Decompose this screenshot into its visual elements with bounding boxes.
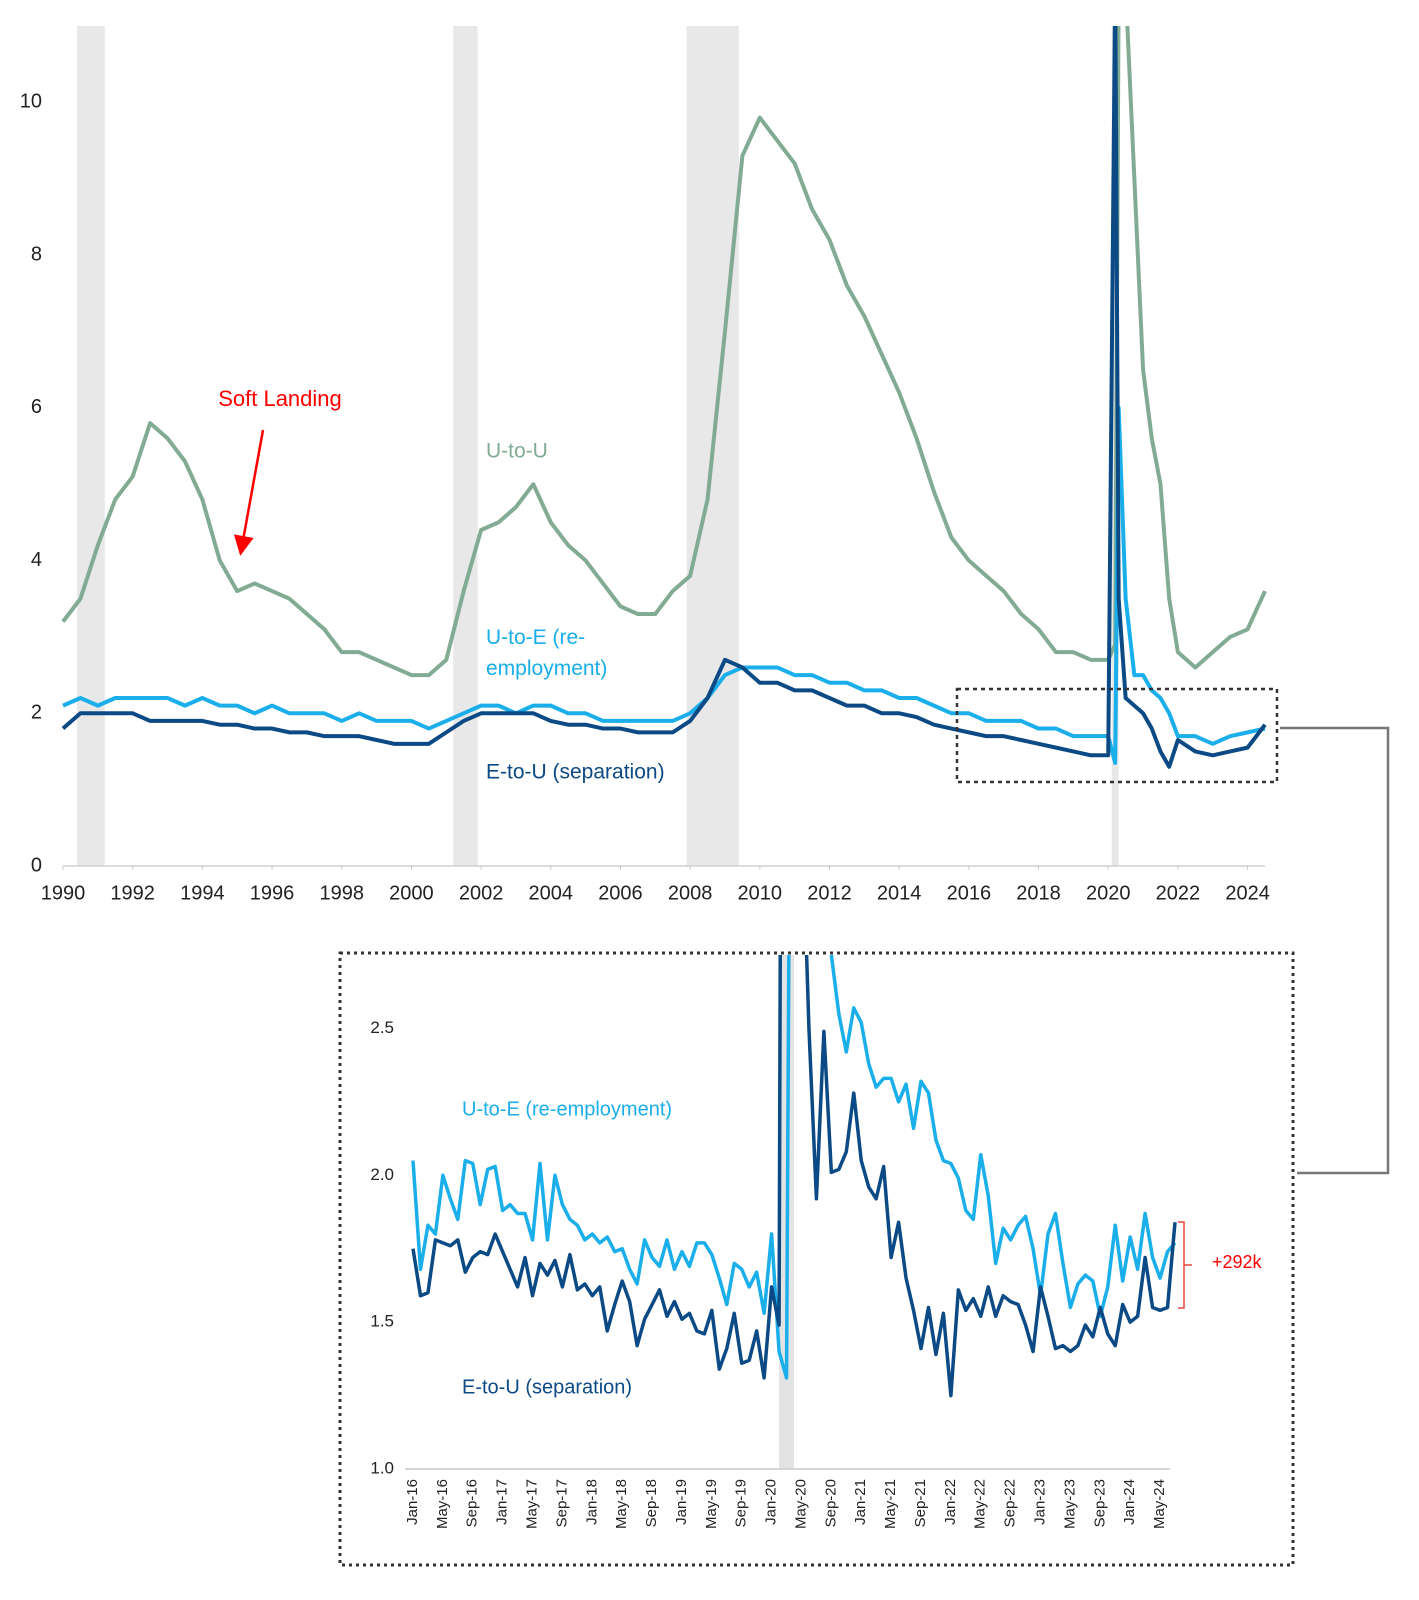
- x-tick-label: Jan-19: [673, 1479, 690, 1525]
- x-tick-label: 1992: [110, 882, 155, 904]
- x-tick-label: Jan-18: [583, 1479, 600, 1525]
- shading-layer: [76, 26, 1119, 1469]
- x-tick-label: May-22: [972, 1479, 989, 1529]
- series-line: [411, 955, 1177, 1398]
- x-tick-label: 2016: [947, 882, 992, 904]
- x-tick-label: Jan-24: [1121, 1479, 1138, 1525]
- x-tick-label: 1996: [250, 882, 295, 904]
- series-label: E-to-U (separation): [486, 761, 665, 784]
- series-label: U-to-U: [486, 440, 548, 463]
- y-tick-label: 1.5: [370, 1312, 394, 1331]
- annotation: +292k: [1212, 1252, 1263, 1272]
- x-tick-label: 1994: [180, 882, 225, 904]
- x-tick-label: 2020: [1086, 882, 1131, 904]
- inset-border: [338, 951, 1295, 1567]
- y-tick-label: 10: [20, 91, 42, 113]
- series-label: U-to-E (re-employment): [486, 626, 608, 680]
- x-tick-label: May-19: [703, 1479, 720, 1529]
- x-tick-label: May-20: [792, 1479, 809, 1529]
- x-tick-label: 2004: [529, 882, 574, 904]
- x-tick-label: Sep-16: [464, 1479, 481, 1527]
- series-label: U-to-E (re-employment): [462, 1098, 672, 1120]
- x-tick-label: May-21: [882, 1479, 899, 1529]
- x-tick-label: 1998: [319, 882, 364, 904]
- x-tick-label: Sep-19: [733, 1479, 750, 1527]
- series-label: E-to-U (separation): [462, 1376, 632, 1398]
- x-tick-label: Sep-20: [822, 1479, 839, 1527]
- x-tick-label: 2002: [459, 882, 504, 904]
- x-tick-label: 2010: [738, 882, 783, 904]
- x-tick-label: 2000: [389, 882, 434, 904]
- x-tick-label: 2024: [1225, 882, 1270, 904]
- recession-band: [76, 26, 105, 866]
- y-tick-label: 2.0: [370, 1165, 394, 1184]
- x-tick-label: Sep-21: [912, 1479, 929, 1527]
- x-tick-label: Jan-20: [763, 1479, 780, 1525]
- y-tick-label: 8: [31, 243, 42, 265]
- series-line: [62, 405, 1266, 765]
- zoom-connector: [1280, 726, 1390, 1175]
- series-line: [61, 26, 1267, 678]
- x-tick-label: May-24: [1151, 1479, 1168, 1529]
- x-tick-label: Sep-23: [1091, 1479, 1108, 1527]
- recession-band: [453, 26, 478, 866]
- x-tick-label: Sep-22: [1002, 1479, 1019, 1527]
- x-tick-label: Sep-18: [643, 1479, 660, 1527]
- x-tick-label: 2006: [598, 882, 643, 904]
- x-tick-label: Jan-16: [404, 1479, 421, 1525]
- x-tick-label: Jan-17: [494, 1479, 511, 1525]
- annotation: Soft Landing: [218, 386, 342, 411]
- x-tick-label: Sep-17: [553, 1479, 570, 1527]
- bracket: [1178, 1221, 1192, 1309]
- x-tick-label: 1990: [41, 882, 86, 904]
- x-tick-label: Jan-21: [852, 1479, 869, 1525]
- lines-layer: [61, 26, 1267, 1398]
- y-tick-label: 4: [31, 549, 42, 571]
- series-line: [61, 26, 1267, 769]
- x-tick-label: 2014: [877, 882, 922, 904]
- x-tick-label: May-16: [434, 1479, 451, 1529]
- x-tick-label: 2022: [1156, 882, 1201, 904]
- zoom-box: [955, 687, 1279, 784]
- x-tick-label: May-18: [613, 1479, 630, 1529]
- x-tick-label: Jan-22: [942, 1479, 959, 1525]
- y-tick-label: 2.5: [370, 1018, 394, 1037]
- y-tick-label: 0: [31, 854, 42, 876]
- x-tick-label: 2012: [807, 882, 852, 904]
- x-tick-label: 2018: [1016, 882, 1061, 904]
- x-tick-label: Jan-23: [1031, 1479, 1048, 1525]
- y-tick-label: 6: [31, 396, 42, 418]
- series-line: [411, 955, 1177, 1380]
- x-tick-label: May-23: [1061, 1479, 1078, 1529]
- x-tick-label: 2008: [668, 882, 713, 904]
- annotation-arrow: [233, 429, 265, 556]
- y-tick-label: 2: [31, 702, 42, 724]
- y-tick-label: 1.0: [370, 1458, 394, 1477]
- x-tick-label: May-17: [523, 1479, 540, 1529]
